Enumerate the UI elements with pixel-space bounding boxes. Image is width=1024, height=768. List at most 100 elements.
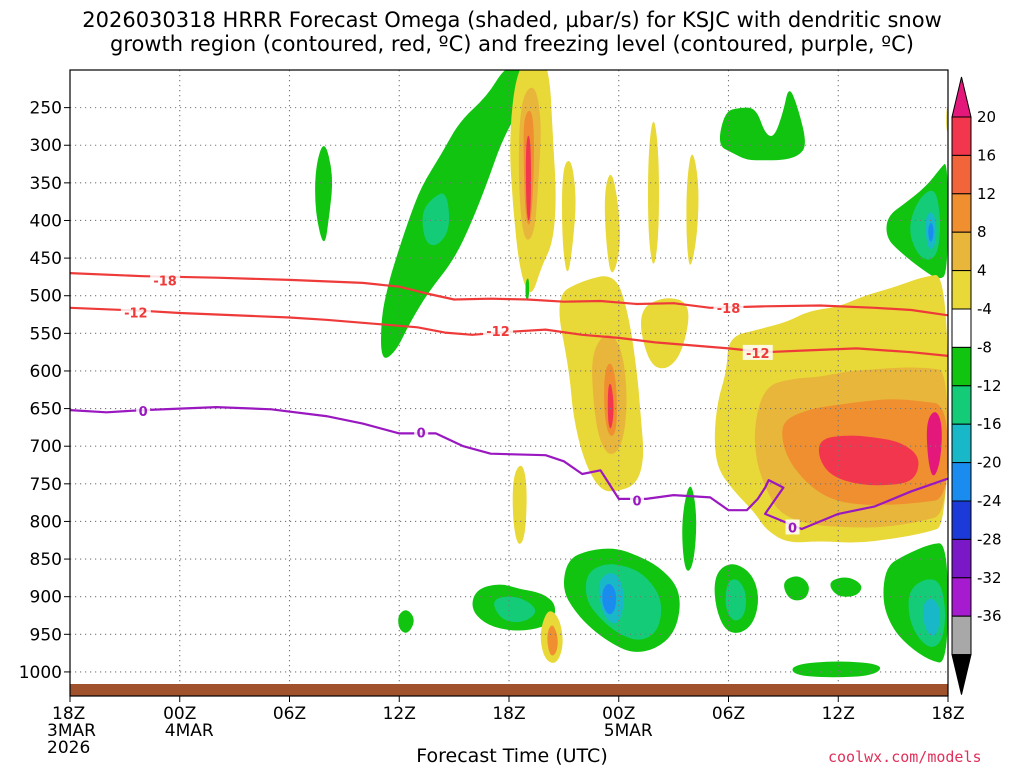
- colorbar-label: -36: [977, 607, 1002, 625]
- omega-region: [422, 193, 450, 246]
- x-tick-label: 18Z: [492, 704, 525, 724]
- colorbar-label: -28: [977, 530, 1002, 548]
- colorbar-label: -20: [977, 454, 1002, 472]
- omega-region: [562, 160, 576, 272]
- colorbar-bottom-arrow: [951, 654, 972, 695]
- y-tick-label: 300: [30, 136, 62, 156]
- omega-region: [381, 70, 523, 358]
- x-tick-date: 3MAR: [47, 721, 96, 741]
- omega-region: [398, 610, 414, 633]
- contour-label: 0: [633, 494, 642, 509]
- colorbar-swatch: [951, 346, 972, 387]
- colorbar-swatch: [951, 193, 972, 233]
- contour-label: 0: [788, 521, 797, 536]
- colorbar-label: -8: [977, 338, 992, 356]
- contour-label: 0: [417, 427, 426, 442]
- credit-text: coolwx.com/models: [828, 748, 982, 766]
- contour-label-bg: [713, 299, 744, 315]
- omega-region: [719, 91, 805, 161]
- y-tick-label: 900: [30, 588, 62, 608]
- x-tick-label: 00Z: [602, 704, 635, 724]
- y-tick-label: 550: [30, 324, 62, 344]
- colorbar: 20 16 12 8 4 -4 -8 -12 -16 -20 -24 -28 -32 -36: [951, 76, 1002, 695]
- omega-region: [607, 383, 614, 429]
- y-tick-label: 250: [30, 99, 62, 119]
- colorbar-swatch: [951, 270, 972, 310]
- colorbar-label: -4: [977, 300, 992, 318]
- contour-label-bg: [742, 344, 773, 360]
- y-tick-label: 600: [30, 362, 62, 382]
- contour-label-bg: [150, 272, 181, 288]
- contour-label: -18: [717, 302, 741, 317]
- y-tick-label: 650: [30, 400, 62, 420]
- colorbar-label: 20: [977, 108, 996, 126]
- y-tick-label: 950: [30, 625, 62, 645]
- colorbar-swatch: [951, 577, 972, 617]
- omega-region: [784, 576, 809, 601]
- omega-region: [525, 135, 531, 221]
- colorbar-swatch: [951, 615, 972, 656]
- x-tick-label: 06Z: [273, 704, 306, 724]
- contour-label: -18: [153, 275, 177, 290]
- colorbar-swatch: [951, 500, 972, 540]
- x-tick-date: 2026: [47, 738, 90, 758]
- x-tick-date: 4MAR: [165, 721, 214, 741]
- omega-region: [686, 154, 699, 265]
- x-tick-label: 12Z: [822, 704, 855, 724]
- x-axis-label: Forecast Time (UTC): [416, 745, 608, 767]
- omega-region: [648, 121, 659, 264]
- colorbar-swatch: [951, 154, 972, 195]
- chart-title: 2026030318 HRRR Forecast Omega (shaded, …: [82, 8, 942, 56]
- omega-region: [604, 174, 620, 273]
- y-tick-label: 350: [30, 174, 62, 194]
- colorbar-label: 12: [977, 185, 996, 203]
- y-tick-label: 450: [30, 249, 62, 269]
- x-tick-label: 00Z: [163, 704, 196, 724]
- colorbar-swatch: [951, 231, 972, 272]
- contour-line: [70, 406, 948, 531]
- contour-label: -12: [746, 347, 770, 362]
- omega-region: [926, 412, 942, 476]
- contour-label: 0: [139, 405, 148, 420]
- colorbar-label: 8: [977, 223, 987, 241]
- contour-label-bg: [120, 304, 151, 320]
- omega-region: [525, 278, 530, 300]
- y-tick-label: 400: [30, 211, 62, 231]
- colorbar-swatch: [951, 308, 972, 348]
- contour-line: [70, 272, 948, 317]
- omega-region: [830, 577, 862, 597]
- colorbar-label: 4: [977, 262, 987, 280]
- contour-label-bg: [414, 424, 429, 440]
- omega-region: [725, 579, 747, 621]
- colorbar-swatch: [951, 423, 972, 464]
- colorbar-swatch: [951, 116, 972, 156]
- omega-region: [818, 435, 919, 486]
- contour-label-bg: [136, 402, 151, 418]
- y-axis: 250 300 350 400 450 500 550 600 650 700 750 800 850 9…: [19, 99, 70, 683]
- colorbar-swatch: [951, 385, 972, 425]
- omega-shading: [315, 70, 948, 678]
- colorbar-label: -12: [977, 377, 1002, 395]
- y-tick-label: 1000: [19, 663, 62, 683]
- y-tick-label: 800: [30, 512, 62, 532]
- omega-region: [602, 583, 617, 615]
- colorbar-label: -16: [977, 415, 1002, 433]
- colorbar-swatch: [951, 538, 972, 579]
- y-tick-label: 500: [30, 287, 62, 307]
- omega-region: [792, 661, 881, 678]
- contour-label: -12: [486, 325, 510, 340]
- contour-label-bg: [483, 323, 514, 339]
- x-tick-label: 18Z: [52, 704, 85, 724]
- omega-region: [315, 146, 333, 242]
- omega-region: [512, 465, 527, 544]
- colorbar-label: -32: [977, 569, 1002, 587]
- colorbar-swatch: [951, 462, 972, 502]
- x-tick-label: 18Z: [931, 704, 964, 724]
- omega-region: [547, 625, 558, 656]
- y-tick-label: 750: [30, 475, 62, 495]
- contour-label-bg: [785, 519, 800, 535]
- colorbar-label: -24: [977, 492, 1002, 510]
- x-tick-label: 06Z: [712, 704, 745, 724]
